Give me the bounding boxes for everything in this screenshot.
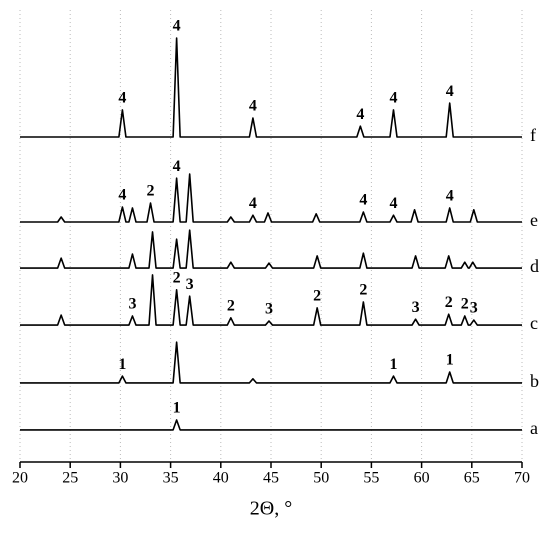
series-line [20,229,522,269]
peak-annotation: 4 [118,187,126,204]
peak-annotation: 3 [186,276,194,293]
x-tick-label: 45 [263,470,279,487]
peak-annotation: 4 [173,158,181,175]
peak-annotation: 1 [118,356,126,373]
x-tick-label: 30 [112,470,128,487]
x-tick-label: 35 [163,470,179,487]
series-line [20,341,522,384]
series-line [20,37,522,138]
series-label: a [530,418,538,438]
series-label: d [530,256,539,276]
peak-annotation: 1 [389,356,397,373]
peak-annotation: 3 [265,301,273,318]
series-label: c [530,313,538,333]
x-tick-label: 20 [12,470,28,487]
series-line [20,419,522,431]
peak-annotation: 3 [128,296,136,313]
peak-annotation: 4 [446,83,454,100]
series-label: e [530,210,538,230]
x-tick-label: 65 [464,470,480,487]
peak-annotation: 4 [356,106,364,123]
peak-annotation: 2 [147,183,155,200]
x-tick-label: 40 [213,470,229,487]
peak-annotation: 4 [249,98,257,115]
x-tick-label: 50 [313,470,329,487]
peak-annotation: 4 [359,192,367,209]
peak-annotation: 4 [173,18,181,35]
peak-annotation: 2 [461,296,469,313]
series-line [20,173,522,223]
series-line [20,274,522,326]
peak-annotation: 4 [389,90,397,107]
series-label: f [530,125,536,145]
peak-annotation: 1 [446,352,454,369]
peak-annotation: 4 [118,90,126,107]
peak-annotation: 1 [173,400,181,417]
peak-annotation: 2 [173,269,181,286]
peak-annotation: 4 [249,195,257,212]
peak-annotation: 4 [446,188,454,205]
x-tick-label: 25 [62,470,78,487]
peak-annotation: 2 [227,297,235,314]
x-axis-label: 2Θ, ° [250,498,292,520]
peak-annotation: 4 [389,195,397,212]
peak-annotation: 2 [445,294,453,311]
series-label: b [530,371,539,391]
peak-annotation: 2 [313,288,321,305]
peak-annotation: 3 [470,300,478,317]
peak-annotation: 3 [412,299,420,316]
x-tick-label: 55 [363,470,379,487]
x-tick-label: 70 [514,470,530,487]
peak-annotation: 2 [359,282,367,299]
x-tick-label: 60 [414,470,430,487]
